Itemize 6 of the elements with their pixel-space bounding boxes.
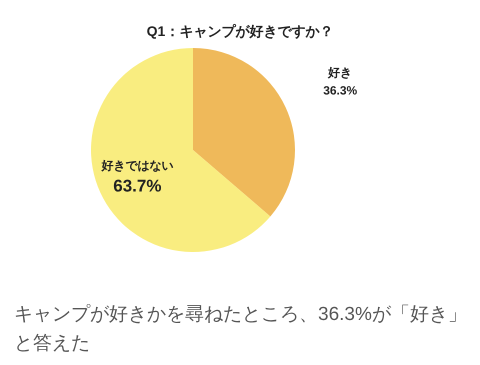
data-label: 63.7% [113, 176, 162, 196]
chart-title: Q1：キャンプが好きですか？ [146, 23, 334, 39]
slice-label: 好きではない [100, 158, 174, 173]
text: キャンプが好きかを尋ねたところ、36.3%が「好き」と答えた [14, 303, 468, 356]
slice-label: 好き [327, 65, 352, 80]
data-label: 36.3% [323, 83, 358, 98]
